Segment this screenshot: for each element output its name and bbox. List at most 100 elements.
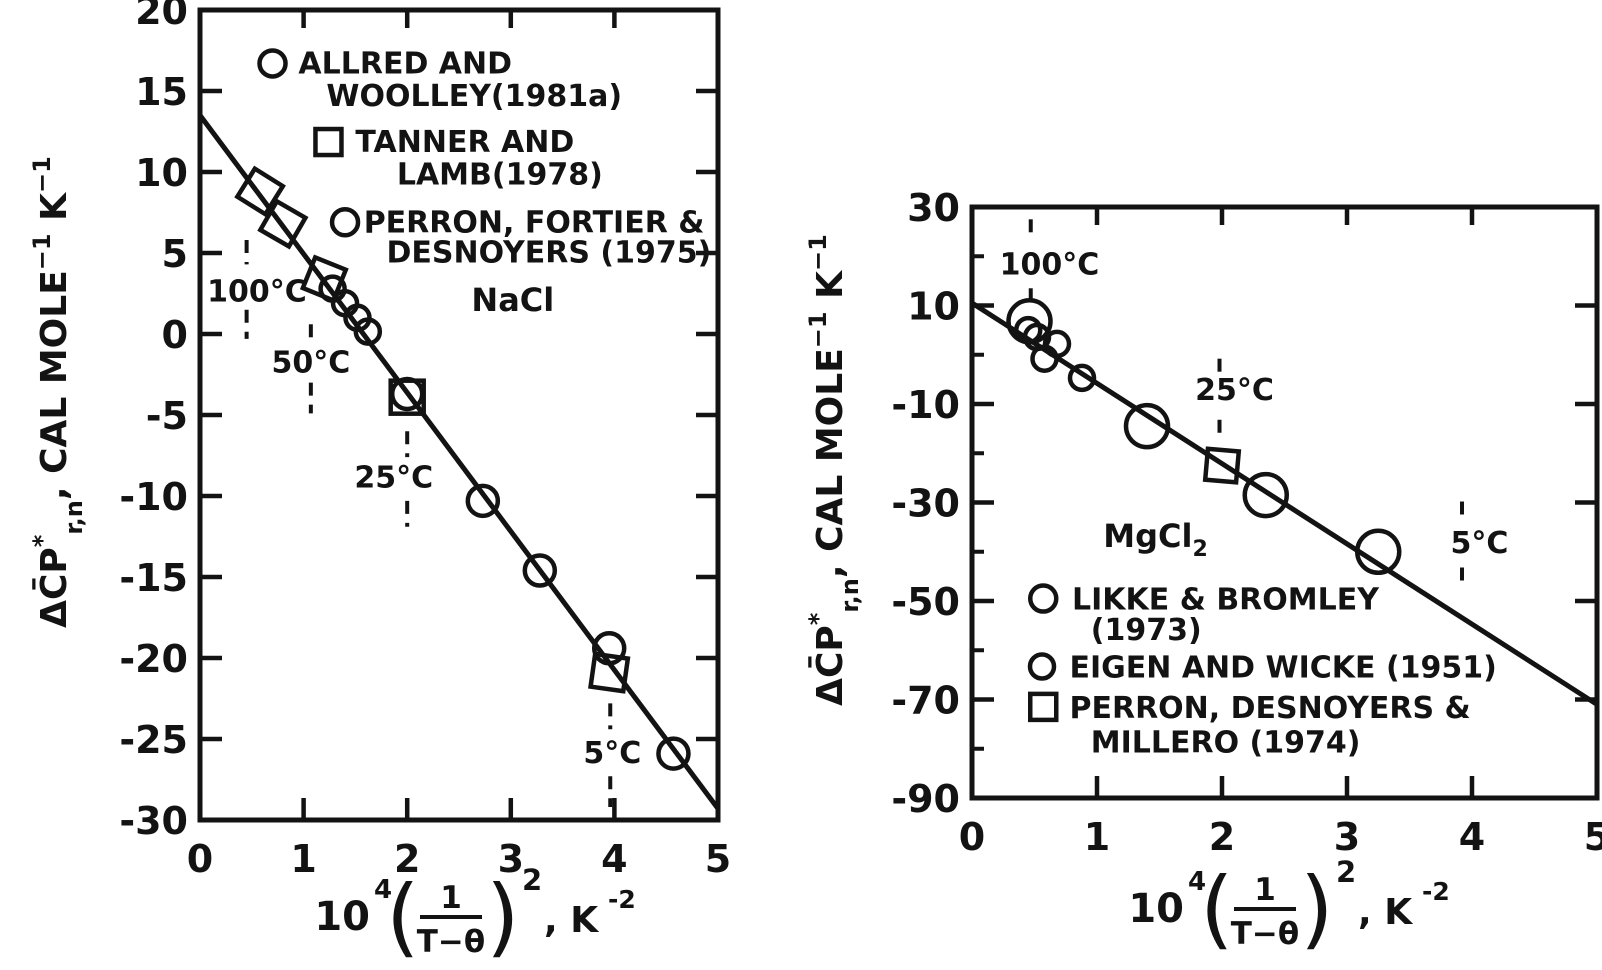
x-title-exponent: 4 [1188,867,1206,897]
x-title-paren: ) [486,867,520,967]
series-2 [1202,446,1242,485]
legend-text: ALLRED AND [298,47,512,82]
x-tick-label: 1 [290,837,316,881]
x-title-square-exponent: 2 [522,863,542,897]
data-point-square [257,198,309,250]
x-title-exponent: 4 [374,875,392,905]
x-tick-label: 5 [1584,815,1602,859]
y-tick-label: -30 [891,482,960,526]
x-title-unit: , K [544,900,599,941]
legend-entry-1: EIGEN AND WICKE (1951) [1027,651,1497,686]
data-point-circle [1067,363,1097,393]
temp-label: 100°C [1000,248,1100,283]
legend-text: PERRON, FORTIER & [364,205,705,240]
data-point-square [588,651,631,694]
y-tick-label: -30 [119,799,188,843]
x-title-numerator: 1 [1254,872,1276,908]
x-title-denominator: T−θ [417,924,485,960]
x-tick-label: 3 [498,837,524,881]
data-point-square [234,165,286,218]
chart-nacl: 0 1 2 3 4 520151050-5-10-15-20-25-30100°C50°C… [28,0,731,967]
x-title-paren: ( [386,867,420,967]
y-tick-label: 10 [907,285,960,329]
y-axis-title: ΔC̄P*r,n, CAL MOLE−1 K−1 [804,234,864,706]
x-title-denominator: T−θ [1231,916,1299,952]
legend-entry-0: LIKKE & BROMLEY(1973) [1028,583,1380,648]
x-title-paren: ( [1200,859,1234,959]
legend-entry-2: PERRON, FORTIER &DESNOYERS (1975) [329,205,711,270]
y-tick-label: -10 [891,383,960,427]
legend-text: DESNOYERS (1975) [386,235,711,270]
data-point-circle [591,631,627,666]
y-tick-label: 30 [907,186,960,230]
y-tick-label: -5 [146,394,188,438]
y-tick-label: 10 [135,151,188,195]
legend-marker-square [1028,691,1059,723]
data-point-circle [389,376,425,412]
x-tick-label: 2 [394,837,420,881]
x-tick-label: 5 [705,837,731,881]
x-tick-label: 0 [187,837,213,881]
x-title-unit-exponent: -2 [608,885,636,914]
x-tick-label: 3 [1334,815,1360,859]
legend-marker-circle [329,206,361,238]
x-title-numerator: 1 [440,880,462,916]
y-tick-label: 15 [135,70,188,114]
x-axis-title: 104(1 T−θ) 2, K -2 [1128,855,1449,959]
y-tick-label: 0 [162,313,188,357]
temp-label: 25°C [1195,373,1274,408]
x-title-coefficient: 10 [1128,886,1184,932]
series-0 [1006,298,1402,575]
trend-line [197,113,721,811]
x-title-square-exponent: 2 [1336,855,1356,889]
x-tick-label: 0 [959,815,985,859]
chart-mgcl2: 0 1 2 3 4 53010-10-30-50-70-90100°C25°C5°CLIK… [804,186,1602,959]
x-tick-label: 4 [601,837,627,881]
y-tick-label: -25 [119,718,188,762]
data-point-circle [353,317,383,346]
data-point-circle [522,553,558,588]
data-point-square [299,254,349,304]
legend-text: (1973) [1091,613,1202,648]
x-tick-label: 4 [1459,815,1485,859]
x-title-unit: , K [1358,892,1413,933]
y-tick-label: -70 [891,679,960,723]
temp-label: 50°C [271,346,350,381]
temp-label: 5°C [1451,526,1509,561]
legend-marker-circle [1028,583,1059,614]
legend-text: LIKKE & BROMLEY [1072,583,1380,618]
legend-marker-circle [1027,652,1057,681]
y-tick-label: -20 [119,637,188,681]
legend-text: WOOLLEY(1981a) [326,79,622,114]
x-axis-title: 104(1 T−θ) 2, K -2 [314,863,635,967]
legend-text: TANNER AND [355,125,574,160]
data-point-circle [1355,528,1402,575]
x-tick-label: 1 [1084,815,1110,859]
legend-text: EIGEN AND WICKE (1951) [1070,651,1497,686]
temp-label: 25°C [354,461,433,496]
legend-entry-2: PERRON, DESNOYERS &MILLERO (1974) [1028,691,1471,760]
data-point-circle [1030,344,1059,373]
y-tick-label: -50 [891,580,960,624]
x-title-coefficient: 10 [314,894,370,940]
y-tick-label: 20 [135,0,188,33]
y-tick-label: -10 [119,475,188,519]
legend: LIKKE & BROMLEY(1973)EIGEN AND WICKE (19… [1027,517,1497,760]
data-point-circle [1242,471,1289,519]
compound-label: NaCl [471,281,554,319]
data-point-square [1202,446,1242,485]
series-1 [1014,315,1097,393]
x-title-paren: ) [1300,859,1334,959]
series-2 [389,376,691,771]
x-title-unit-exponent: -2 [1422,877,1450,906]
temp-label: 5°C [583,736,641,771]
y-tick-label: -15 [119,556,188,600]
legend-text: PERRON, DESNOYERS & [1070,691,1471,726]
temp-label: 100°C [207,274,307,309]
y-axis-title: ΔC̄P*r,n, CAL MOLE−1 K−1 [28,156,88,628]
